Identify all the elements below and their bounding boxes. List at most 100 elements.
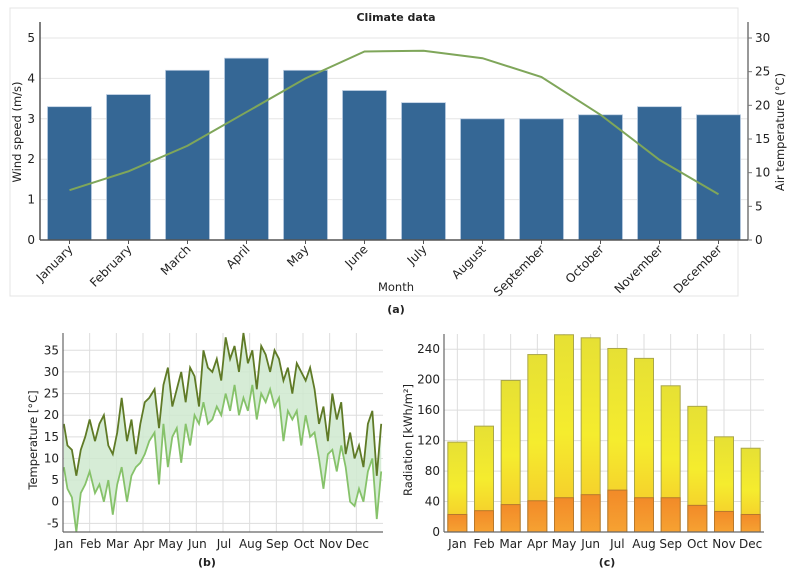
y-tick-label: 5 — [27, 31, 35, 45]
bar-diffuse-mar — [500, 504, 521, 533]
bar-diffuse-nov — [714, 510, 734, 533]
bar-wind-august — [460, 118, 505, 241]
x-tick-label: Nov — [712, 537, 735, 551]
x-tick-label: Sep — [266, 537, 289, 551]
bar-wind-september — [519, 118, 564, 241]
bar-wind-december — [696, 114, 741, 241]
y-right-tick-label: 20 — [755, 98, 770, 112]
bar-wind-may — [283, 69, 328, 241]
x-tick-label: Jun — [580, 537, 600, 551]
x-tick-label: Sep — [659, 537, 682, 551]
bar-diffuse-feb — [474, 510, 494, 533]
bar-wind-june — [342, 90, 387, 241]
bar-diffuse-jan — [447, 513, 468, 533]
x-tick-label: September — [491, 242, 548, 299]
x-tick-label: May — [158, 537, 183, 551]
x-tick-label: Apr — [134, 537, 155, 551]
y-tick-label: 0 — [27, 233, 35, 247]
x-tick-label: August — [449, 242, 489, 282]
chart-c-ylabel: Radiation [kWh/m²] — [401, 384, 415, 496]
y-tick-label: 0 — [51, 495, 59, 509]
y-tick-label: 3 — [27, 112, 35, 126]
x-tick-label: October — [563, 242, 607, 286]
x-tick-label: Jul — [609, 537, 624, 551]
y-tick-label: 200 — [417, 373, 440, 387]
chart-a-ylabel-right: Air temperature (°C) — [773, 73, 787, 191]
y-tick-label: 15 — [44, 430, 59, 444]
x-tick-label: Mar — [499, 537, 522, 551]
bar-diffuse-jun — [580, 494, 601, 533]
y-tick-label: 120 — [417, 434, 440, 448]
y-right-tick-label: 25 — [755, 65, 770, 79]
x-tick-label: Dec — [346, 537, 369, 551]
min-temperature-line — [63, 384, 383, 533]
bar-diffuse-jul — [607, 489, 628, 533]
bar-diffuse-aug — [634, 497, 654, 533]
x-tick-label: Nov — [319, 537, 342, 551]
chart-b-caption: (b) — [198, 556, 216, 569]
y-tick-label: 4 — [27, 71, 35, 85]
x-tick-label: Feb — [473, 537, 494, 551]
x-tick-label: Aug — [239, 537, 262, 551]
y-tick-label: 0 — [432, 525, 440, 539]
bar-wind-january — [47, 106, 92, 241]
x-tick-label: January — [33, 242, 76, 285]
x-tick-label: Oct — [687, 537, 708, 551]
y-tick-label: -5 — [47, 516, 59, 530]
bar-wind-february — [106, 94, 151, 241]
x-tick-label: April — [223, 242, 252, 271]
y-tick-label: 10 — [44, 451, 59, 465]
y-right-tick-label: 30 — [755, 31, 770, 45]
temperature-range-fill — [63, 333, 382, 532]
temperature-line — [69, 49, 720, 196]
y-right-tick-label: 5 — [755, 199, 763, 213]
y-tick-label: 5 — [51, 473, 59, 487]
chart-c-caption: (c) — [599, 556, 616, 569]
x-tick-label: Jan — [447, 537, 467, 551]
chart-a-caption: (a) — [387, 303, 404, 316]
x-tick-label: Jul — [216, 537, 231, 551]
y-right-tick-label: 15 — [755, 132, 770, 146]
chart-a-ylabel: Wind speed (m/s) — [10, 82, 24, 183]
y-tick-label: 80 — [425, 464, 440, 478]
bar-diffuse-dec — [740, 513, 761, 533]
x-tick-label: Jan — [54, 537, 74, 551]
y-tick-label: 160 — [417, 403, 440, 417]
bar-wind-april — [224, 57, 269, 241]
x-tick-label: May — [284, 242, 311, 269]
bar-diffuse-may — [554, 497, 574, 533]
x-tick-label: March — [158, 242, 194, 278]
bar-wind-july — [401, 102, 446, 241]
y-tick-label: 30 — [44, 365, 59, 379]
y-tick-label: 240 — [417, 342, 440, 356]
x-tick-label: June — [342, 242, 371, 271]
y-right-tick-label: 0 — [755, 233, 763, 247]
x-tick-label: Apr — [527, 537, 548, 551]
bar-diffuse-oct — [687, 504, 708, 533]
bar-diffuse-apr — [527, 500, 548, 533]
y-tick-label: 2 — [27, 152, 35, 166]
x-tick-label: July — [404, 242, 430, 268]
y-tick-label: 20 — [44, 408, 59, 422]
x-tick-label: February — [87, 242, 135, 290]
x-tick-label: Dec — [739, 537, 762, 551]
x-tick-label: Mar — [106, 537, 129, 551]
x-tick-label: Jun — [187, 537, 207, 551]
x-tick-label: December — [671, 242, 725, 296]
x-tick-label: Feb — [80, 537, 101, 551]
y-tick-label: 40 — [425, 495, 440, 509]
y-tick-label: 35 — [44, 343, 59, 357]
chart-a-xlabel: Month — [378, 280, 414, 294]
x-tick-label: November — [612, 242, 666, 296]
y-right-tick-label: 10 — [755, 166, 770, 180]
x-tick-label: Aug — [632, 537, 655, 551]
bar-wind-october — [578, 114, 623, 241]
max-temperature-line — [63, 332, 383, 476]
y-tick-label: 25 — [44, 387, 59, 401]
x-tick-label: May — [552, 537, 577, 551]
chart-b-ylabel: Temperature [°C] — [26, 390, 40, 490]
bar-wind-march — [165, 69, 210, 241]
bar-wind-november — [637, 106, 682, 241]
x-tick-label: Oct — [294, 537, 315, 551]
